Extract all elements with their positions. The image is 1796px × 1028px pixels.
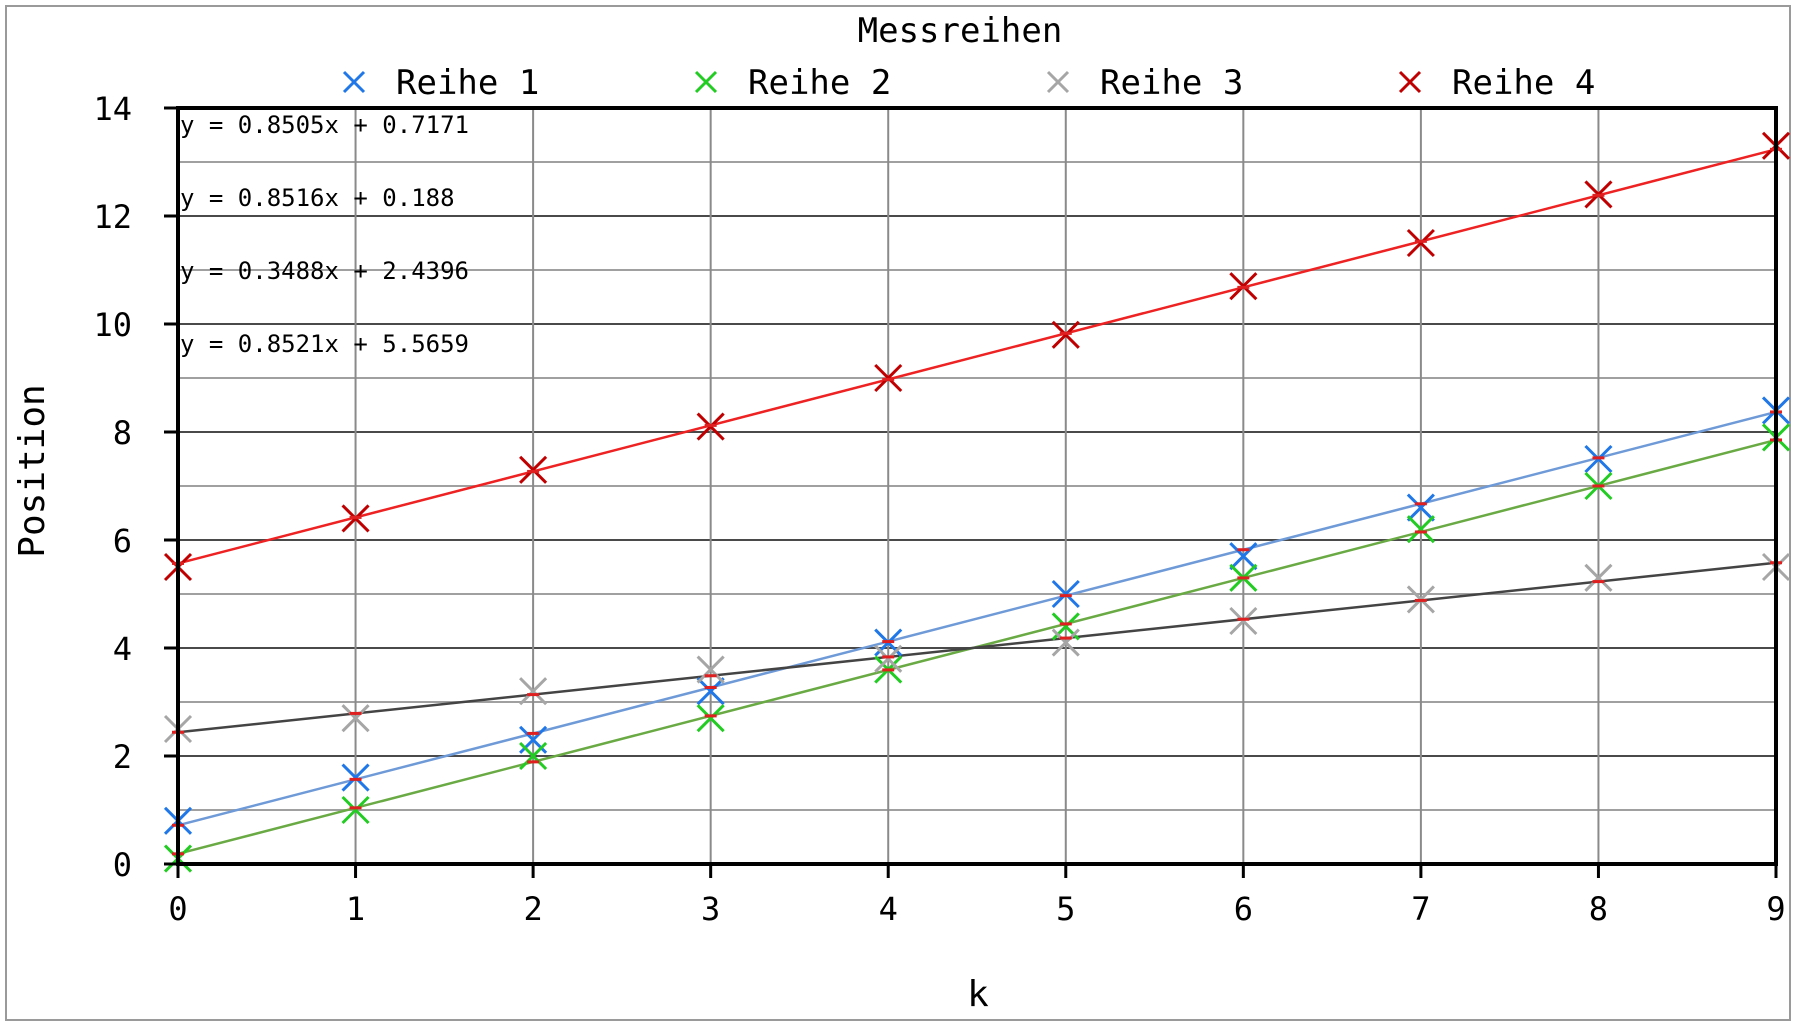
data-point-stroke [519,455,548,484]
data-point [1584,471,1613,501]
legend-label: Reihe 1 [396,63,539,103]
data-point [341,795,370,825]
trendline [177,561,1777,734]
legend-marker [342,70,366,94]
data-point [1051,320,1080,349]
data-point [874,644,903,673]
data-point [1406,493,1435,522]
data-point [1051,628,1080,657]
legend-marker [1046,70,1070,94]
legend-label: Reihe 4 [1452,63,1595,103]
x-tick-label: 9 [1766,890,1785,928]
data-point [519,455,548,484]
y-tick-label: 4 [113,630,132,668]
data-point-stroke [1406,493,1435,522]
data-point [1229,542,1258,571]
data-point-stroke [1584,563,1613,592]
legend-item: Reihe 3 [1046,63,1243,103]
data-point [1406,228,1435,258]
legend-label: Reihe 2 [748,63,891,103]
legend-item: Reihe 2 [694,63,891,103]
data-point-stroke [696,704,725,733]
data-point [1229,606,1258,636]
legend-marker [694,70,718,94]
data-point [341,763,370,792]
data-point [519,677,548,706]
x-tick-label: 6 [1234,890,1253,928]
data-point-stroke [696,655,725,684]
data-point [874,655,903,684]
data-point-stroke [1051,579,1080,609]
legend-item: Reihe 4 [1398,63,1595,103]
x-tick-label: 8 [1589,890,1608,928]
trendline-equation: y = 0.8521x + 5.5659 [180,330,469,358]
y-tick-label: 12 [93,198,132,236]
data-point-stroke [874,644,903,673]
legend-item: Reihe 1 [342,63,539,103]
y-tick-label: 2 [113,738,132,776]
data-point [1229,563,1258,592]
data-point [1406,515,1435,544]
data-point [874,363,903,393]
data-point [1229,272,1258,301]
data-point-stroke [341,795,370,825]
legend-label: Reihe 3 [1100,63,1243,103]
data-point-stroke [341,704,370,733]
x-axis-label: k [967,974,989,1015]
y-tick-label: 10 [93,306,132,344]
data-point [341,704,370,733]
x-tick-label: 3 [701,890,720,928]
x-tick-label: 2 [523,890,542,928]
y-tick-label: 14 [93,90,132,128]
data-point [341,504,370,533]
data-point [696,655,725,684]
x-tick-label: 1 [346,890,365,928]
data-point-stroke [1406,515,1435,544]
data-point [1584,180,1613,209]
data-point-stroke [1229,542,1258,571]
trendline [177,148,1777,565]
trendline-equation: y = 0.8516x + 0.188 [180,184,455,212]
x-tick-label: 7 [1411,890,1430,928]
data-point [696,412,725,441]
data-point-stroke [519,677,548,706]
trendline-equation: y = 0.3488x + 2.4396 [180,257,469,285]
data-point [696,677,725,706]
y-tick-label: 8 [113,414,132,452]
y-tick-label: 6 [113,522,132,560]
trendline-equations: y = 0.8505x + 0.7171 y = 0.8516x + 0.188 y… [180,111,469,358]
legend: Reihe 1 Reihe 2 Reihe 3 Reihe 4 [342,63,1595,103]
y-tick-label: 0 [113,846,132,884]
trendline [177,410,1777,827]
data-point-stroke [1051,628,1080,657]
data-point [1406,585,1435,614]
legend-marker [1398,70,1422,94]
trendlines [177,148,1777,856]
data-point-stroke [341,763,370,792]
data-point [696,704,725,733]
x-tick-label: 4 [879,890,898,928]
data-point [1584,444,1613,474]
chart-frame [5,5,1791,1021]
data-point [1051,579,1080,609]
data-point-stroke [519,741,548,771]
data-point [1584,563,1613,592]
data-point-stroke [696,677,725,706]
x-tick-label: 0 [168,890,187,928]
y-axis-label: Position [12,384,53,557]
trendline-equation: y = 0.8505x + 0.7171 [180,111,469,139]
x-tick-label: 5 [1056,890,1075,928]
grid [178,108,1776,864]
data-point-stroke [1229,606,1258,636]
data-point [519,741,548,771]
plot-area-border [176,106,1778,866]
chart-title: Messreihen [858,11,1063,51]
data-point-stroke [1406,228,1435,258]
